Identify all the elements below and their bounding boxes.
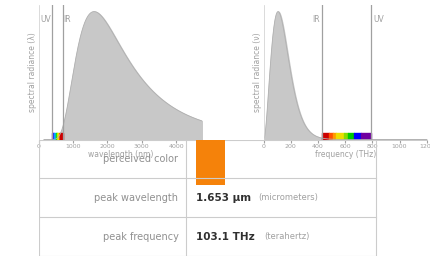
Text: IR: IR xyxy=(312,15,319,24)
Text: 103.1 THz: 103.1 THz xyxy=(196,232,254,242)
Y-axis label: spectral radiance (λ): spectral radiance (λ) xyxy=(28,32,37,112)
Text: UV: UV xyxy=(40,15,51,24)
Text: (micrometers): (micrometers) xyxy=(257,193,317,203)
Text: UV: UV xyxy=(372,15,383,24)
X-axis label: wavelength (nm): wavelength (nm) xyxy=(87,150,153,159)
X-axis label: frequency (THz): frequency (THz) xyxy=(314,150,375,159)
FancyBboxPatch shape xyxy=(196,133,224,185)
Y-axis label: spectral radiance (ν): spectral radiance (ν) xyxy=(253,33,262,112)
Text: IR: IR xyxy=(63,15,71,24)
Text: 1.653 µm: 1.653 µm xyxy=(196,193,250,203)
Text: (terahertz): (terahertz) xyxy=(263,232,308,241)
Text: peak frequency: peak frequency xyxy=(102,232,178,242)
Text: peak wavelength: peak wavelength xyxy=(94,193,178,203)
Text: perceived color: perceived color xyxy=(103,154,178,164)
